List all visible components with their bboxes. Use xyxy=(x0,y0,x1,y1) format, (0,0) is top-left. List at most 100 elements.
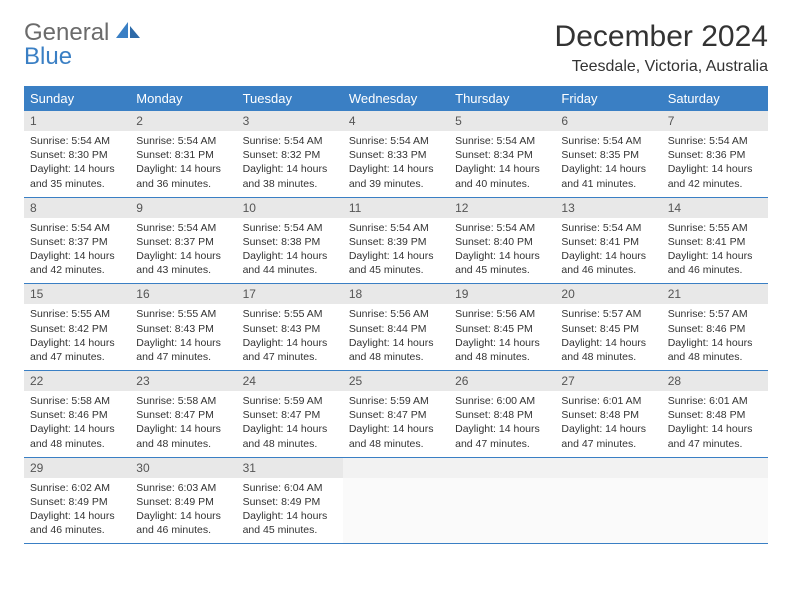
day-number: 2 xyxy=(130,111,236,131)
day-details: Sunrise: 5:57 AMSunset: 8:46 PMDaylight:… xyxy=(662,304,768,370)
calendar-cell: 7Sunrise: 5:54 AMSunset: 8:36 PMDaylight… xyxy=(662,111,768,197)
day-details: Sunrise: 5:54 AMSunset: 8:39 PMDaylight:… xyxy=(343,218,449,284)
calendar-cell: 13Sunrise: 5:54 AMSunset: 8:41 PMDayligh… xyxy=(555,197,661,284)
day-number: 30 xyxy=(130,458,236,478)
weekday-header: Tuesday xyxy=(237,86,343,111)
day-details: Sunrise: 6:04 AMSunset: 8:49 PMDaylight:… xyxy=(237,478,343,544)
weekday-header: Monday xyxy=(130,86,236,111)
calendar-cell: 18Sunrise: 5:56 AMSunset: 8:44 PMDayligh… xyxy=(343,284,449,371)
day-details: Sunrise: 5:54 AMSunset: 8:37 PMDaylight:… xyxy=(130,218,236,284)
day-details: Sunrise: 6:00 AMSunset: 8:48 PMDaylight:… xyxy=(449,391,555,457)
day-details: Sunrise: 5:54 AMSunset: 8:36 PMDaylight:… xyxy=(662,131,768,197)
logo: General Blue xyxy=(24,20,142,69)
day-details: Sunrise: 5:55 AMSunset: 8:42 PMDaylight:… xyxy=(24,304,130,370)
weekday-header-row: Sunday Monday Tuesday Wednesday Thursday… xyxy=(24,86,768,111)
calendar-row: 22Sunrise: 5:58 AMSunset: 8:46 PMDayligh… xyxy=(24,371,768,458)
day-details: Sunrise: 6:02 AMSunset: 8:49 PMDaylight:… xyxy=(24,478,130,544)
day-number: 18 xyxy=(343,284,449,304)
weekday-header: Saturday xyxy=(662,86,768,111)
calendar-cell: 31Sunrise: 6:04 AMSunset: 8:49 PMDayligh… xyxy=(237,457,343,544)
sail-icon xyxy=(114,20,142,40)
day-details: Sunrise: 5:54 AMSunset: 8:40 PMDaylight:… xyxy=(449,218,555,284)
empty-day xyxy=(555,458,661,478)
day-number: 16 xyxy=(130,284,236,304)
calendar-table: Sunday Monday Tuesday Wednesday Thursday… xyxy=(24,86,768,544)
day-number: 24 xyxy=(237,371,343,391)
day-number: 29 xyxy=(24,458,130,478)
logo-word-general: General xyxy=(24,19,109,46)
calendar-cell: 6Sunrise: 5:54 AMSunset: 8:35 PMDaylight… xyxy=(555,111,661,197)
day-details: Sunrise: 5:55 AMSunset: 8:43 PMDaylight:… xyxy=(237,304,343,370)
day-number: 19 xyxy=(449,284,555,304)
day-number: 7 xyxy=(662,111,768,131)
calendar-row: 15Sunrise: 5:55 AMSunset: 8:42 PMDayligh… xyxy=(24,284,768,371)
day-number: 28 xyxy=(662,371,768,391)
day-number: 17 xyxy=(237,284,343,304)
day-details: Sunrise: 5:54 AMSunset: 8:33 PMDaylight:… xyxy=(343,131,449,197)
calendar-cell: 22Sunrise: 5:58 AMSunset: 8:46 PMDayligh… xyxy=(24,371,130,458)
day-details: Sunrise: 5:54 AMSunset: 8:32 PMDaylight:… xyxy=(237,131,343,197)
day-details: Sunrise: 5:54 AMSunset: 8:31 PMDaylight:… xyxy=(130,131,236,197)
day-number: 22 xyxy=(24,371,130,391)
day-details: Sunrise: 5:55 AMSunset: 8:43 PMDaylight:… xyxy=(130,304,236,370)
weekday-header: Wednesday xyxy=(343,86,449,111)
day-details: Sunrise: 5:55 AMSunset: 8:41 PMDaylight:… xyxy=(662,218,768,284)
day-number: 10 xyxy=(237,198,343,218)
day-number: 8 xyxy=(24,198,130,218)
logo-text: General Blue xyxy=(24,20,142,69)
day-number: 4 xyxy=(343,111,449,131)
calendar-cell: 5Sunrise: 5:54 AMSunset: 8:34 PMDaylight… xyxy=(449,111,555,197)
day-number: 5 xyxy=(449,111,555,131)
day-details: Sunrise: 5:54 AMSunset: 8:38 PMDaylight:… xyxy=(237,218,343,284)
day-number: 26 xyxy=(449,371,555,391)
page-title: December 2024 xyxy=(555,20,768,54)
day-details: Sunrise: 5:58 AMSunset: 8:46 PMDaylight:… xyxy=(24,391,130,457)
day-number: 15 xyxy=(24,284,130,304)
calendar-cell: 24Sunrise: 5:59 AMSunset: 8:47 PMDayligh… xyxy=(237,371,343,458)
day-number: 3 xyxy=(237,111,343,131)
calendar-cell: 20Sunrise: 5:57 AMSunset: 8:45 PMDayligh… xyxy=(555,284,661,371)
day-details: Sunrise: 5:54 AMSunset: 8:30 PMDaylight:… xyxy=(24,131,130,197)
calendar-cell: 8Sunrise: 5:54 AMSunset: 8:37 PMDaylight… xyxy=(24,197,130,284)
calendar-cell: 19Sunrise: 5:56 AMSunset: 8:45 PMDayligh… xyxy=(449,284,555,371)
weekday-header: Friday xyxy=(555,86,661,111)
calendar-cell: 16Sunrise: 5:55 AMSunset: 8:43 PMDayligh… xyxy=(130,284,236,371)
calendar-row: 1Sunrise: 5:54 AMSunset: 8:30 PMDaylight… xyxy=(24,111,768,197)
day-number: 11 xyxy=(343,198,449,218)
day-number: 6 xyxy=(555,111,661,131)
calendar-cell: 21Sunrise: 5:57 AMSunset: 8:46 PMDayligh… xyxy=(662,284,768,371)
calendar-cell: 4Sunrise: 5:54 AMSunset: 8:33 PMDaylight… xyxy=(343,111,449,197)
calendar-cell: 3Sunrise: 5:54 AMSunset: 8:32 PMDaylight… xyxy=(237,111,343,197)
day-number: 12 xyxy=(449,198,555,218)
day-details: Sunrise: 5:59 AMSunset: 8:47 PMDaylight:… xyxy=(237,391,343,457)
calendar-cell xyxy=(343,457,449,544)
calendar-cell: 23Sunrise: 5:58 AMSunset: 8:47 PMDayligh… xyxy=(130,371,236,458)
calendar-cell xyxy=(555,457,661,544)
calendar-cell: 25Sunrise: 5:59 AMSunset: 8:47 PMDayligh… xyxy=(343,371,449,458)
header: General Blue December 2024 Teesdale, Vic… xyxy=(24,20,768,76)
day-details: Sunrise: 5:59 AMSunset: 8:47 PMDaylight:… xyxy=(343,391,449,457)
calendar-cell: 1Sunrise: 5:54 AMSunset: 8:30 PMDaylight… xyxy=(24,111,130,197)
calendar-cell: 26Sunrise: 6:00 AMSunset: 8:48 PMDayligh… xyxy=(449,371,555,458)
calendar-row: 8Sunrise: 5:54 AMSunset: 8:37 PMDaylight… xyxy=(24,197,768,284)
day-number: 9 xyxy=(130,198,236,218)
day-number: 25 xyxy=(343,371,449,391)
day-details: Sunrise: 5:54 AMSunset: 8:34 PMDaylight:… xyxy=(449,131,555,197)
day-number: 1 xyxy=(24,111,130,131)
empty-day xyxy=(449,458,555,478)
day-number: 27 xyxy=(555,371,661,391)
day-details: Sunrise: 5:56 AMSunset: 8:44 PMDaylight:… xyxy=(343,304,449,370)
calendar-cell: 9Sunrise: 5:54 AMSunset: 8:37 PMDaylight… xyxy=(130,197,236,284)
calendar-cell: 14Sunrise: 5:55 AMSunset: 8:41 PMDayligh… xyxy=(662,197,768,284)
calendar-cell: 28Sunrise: 6:01 AMSunset: 8:48 PMDayligh… xyxy=(662,371,768,458)
location: Teesdale, Victoria, Australia xyxy=(555,58,768,76)
day-details: Sunrise: 6:01 AMSunset: 8:48 PMDaylight:… xyxy=(555,391,661,457)
day-details: Sunrise: 6:01 AMSunset: 8:48 PMDaylight:… xyxy=(662,391,768,457)
day-number: 14 xyxy=(662,198,768,218)
calendar-cell: 29Sunrise: 6:02 AMSunset: 8:49 PMDayligh… xyxy=(24,457,130,544)
logo-word-blue: Blue xyxy=(24,43,72,70)
day-number: 20 xyxy=(555,284,661,304)
weekday-header: Sunday xyxy=(24,86,130,111)
calendar-row: 29Sunrise: 6:02 AMSunset: 8:49 PMDayligh… xyxy=(24,457,768,544)
calendar-body: 1Sunrise: 5:54 AMSunset: 8:30 PMDaylight… xyxy=(24,111,768,544)
